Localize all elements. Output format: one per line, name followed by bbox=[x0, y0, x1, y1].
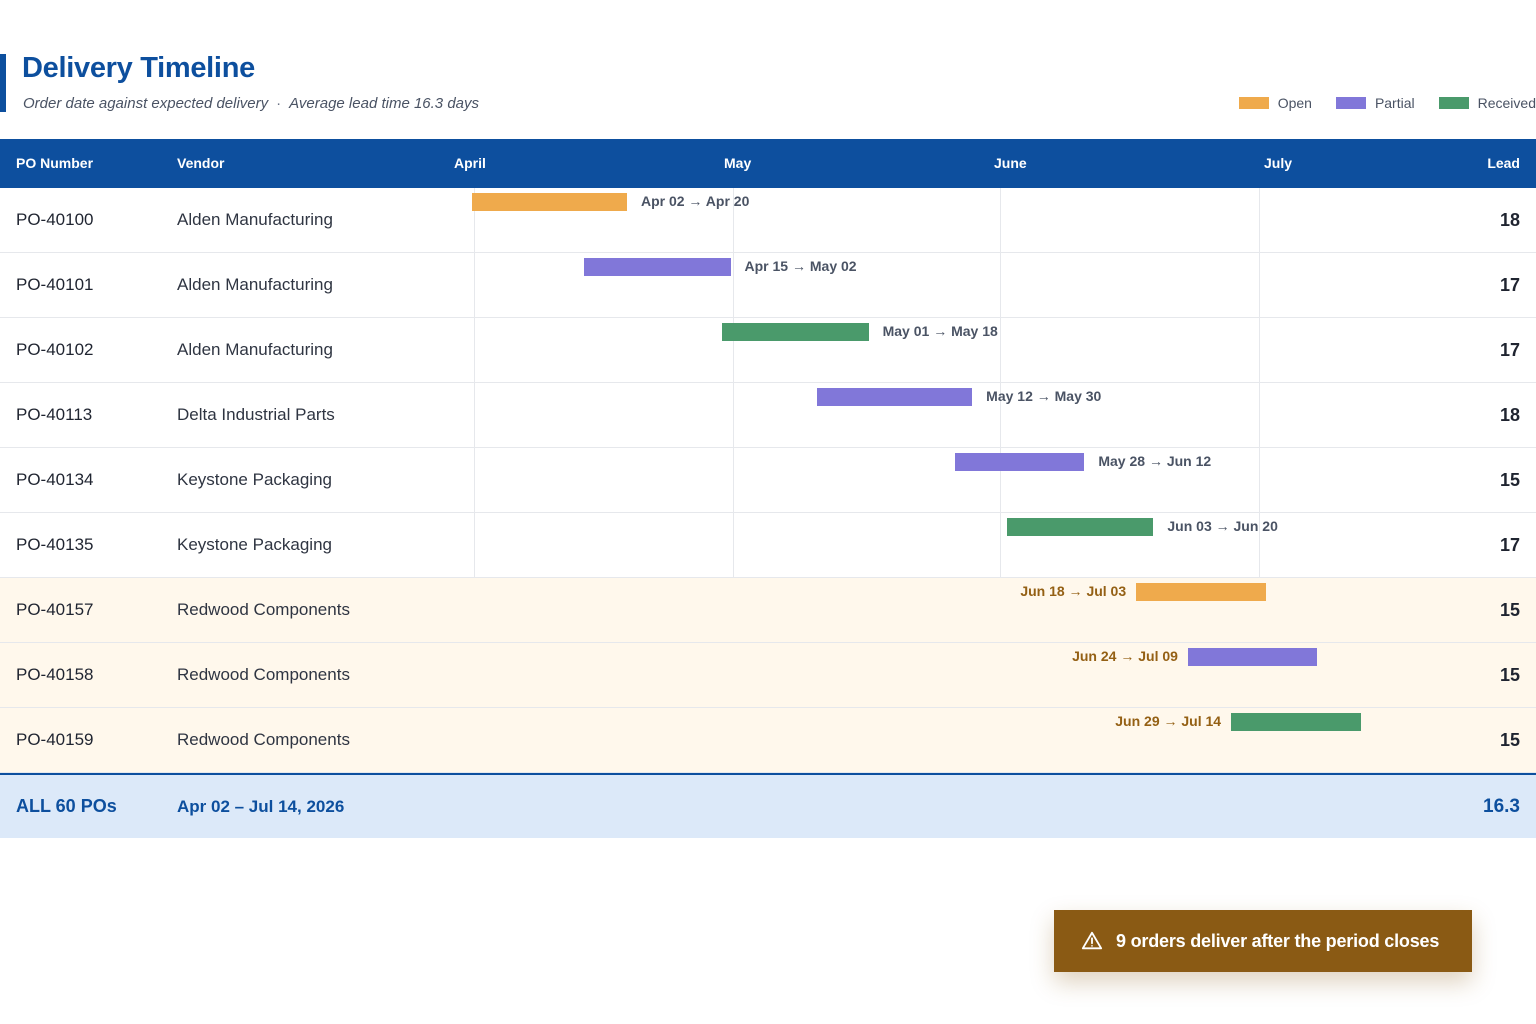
legend-item-received: Received bbox=[1438, 95, 1536, 111]
po-number: PO-40157 bbox=[16, 600, 94, 619]
legend-label: Open bbox=[1277, 95, 1312, 111]
lead-days: 17 bbox=[1499, 340, 1520, 360]
warning-icon bbox=[1081, 930, 1103, 952]
subtitle-average-lead: Average lead time 16.3 days bbox=[289, 95, 479, 112]
page-title: Delivery Timeline bbox=[22, 52, 255, 84]
bar-date-range: Apr 15 → May 02 bbox=[744, 258, 857, 274]
timeline-bar-open[interactable] bbox=[1136, 583, 1266, 601]
legend-item-open: Open bbox=[1238, 95, 1312, 111]
po-timeline-rows: PO-40100 Alden Manufacturing Apr 02 → Apr … bbox=[0, 188, 1536, 773]
subtitle-separator: · bbox=[276, 95, 282, 112]
column-header-month-june: June bbox=[994, 155, 1027, 171]
timeline-bar-received[interactable] bbox=[1231, 713, 1361, 731]
vendor-name: Redwood Components bbox=[177, 600, 350, 619]
timeline-bar-received[interactable] bbox=[1006, 518, 1154, 536]
table-row[interactable]: PO-40113 Delta Industrial Parts May 12 → M… bbox=[0, 383, 1536, 448]
bar-date-range: Jun 24 → Jul 09 bbox=[1072, 648, 1178, 664]
lead-days: 18 bbox=[1499, 210, 1520, 230]
legend-swatch-received bbox=[1438, 97, 1469, 109]
vendor-name: Alden Manufacturing bbox=[177, 210, 333, 229]
column-header-lead[interactable]: Lead bbox=[1487, 155, 1520, 171]
status-legend: Open Partial Received bbox=[1215, 95, 1536, 111]
table-header: PO Number Vendor Lead April May June July bbox=[0, 139, 1536, 188]
page-subtitle: Order date against expected delivery · Ave… bbox=[23, 95, 479, 112]
table-row[interactable]: PO-40157 Redwood Components Jun 18 → Jul 0… bbox=[0, 578, 1536, 643]
lead-days: 15 bbox=[1499, 600, 1520, 620]
lead-days: 15 bbox=[1499, 665, 1520, 685]
table-row[interactable]: PO-40158 Redwood Components Jun 24 → Jul 0… bbox=[0, 643, 1536, 708]
vendor-name: Alden Manufacturing bbox=[177, 340, 333, 359]
po-number: PO-40100 bbox=[16, 210, 94, 229]
bar-date-range: May 28 → Jun 12 bbox=[1098, 453, 1212, 469]
po-number: PO-40113 bbox=[16, 405, 93, 424]
po-number: PO-40135 bbox=[16, 535, 94, 554]
bar-date-range: May 01 → May 18 bbox=[882, 323, 998, 339]
gridline-july bbox=[1259, 188, 1260, 773]
bar-date-range: Apr 02 → Apr 20 bbox=[640, 193, 750, 209]
legend-swatch-partial bbox=[1335, 97, 1366, 109]
legend-label: Received bbox=[1477, 95, 1536, 111]
column-header-month-july: July bbox=[1264, 155, 1293, 171]
vendor-name: Redwood Components bbox=[177, 665, 350, 684]
lead-days: 15 bbox=[1499, 470, 1520, 490]
toast-message: 9 orders deliver after the period closes bbox=[1116, 930, 1440, 951]
total-row: ALL 60 POs Apr 02 – Jul 14, 2026 16.3 bbox=[0, 773, 1536, 838]
lead-days: 18 bbox=[1499, 405, 1520, 425]
table-row[interactable]: PO-40102 Alden Manufacturing May 01 → May … bbox=[0, 318, 1536, 383]
timeline-bar-received[interactable] bbox=[721, 323, 869, 341]
total-average-lead: 16.3 bbox=[1483, 796, 1520, 817]
vendor-name: Keystone Packaging bbox=[177, 535, 332, 554]
gridline-april bbox=[474, 188, 475, 773]
column-header-vendor[interactable]: Vendor bbox=[177, 155, 225, 171]
vendor-name: Delta Industrial Parts bbox=[177, 405, 335, 424]
bar-date-range: Jun 29 → Jul 14 bbox=[1115, 713, 1222, 729]
po-number: PO-40159 bbox=[16, 730, 94, 749]
timeline-bar-partial[interactable] bbox=[954, 453, 1085, 471]
column-header-po-number[interactable]: PO Number bbox=[16, 155, 94, 171]
lead-days: 17 bbox=[1499, 275, 1520, 295]
table-row[interactable]: PO-40100 Alden Manufacturing Apr 02 → Apr … bbox=[0, 188, 1536, 253]
lead-days: 15 bbox=[1499, 730, 1520, 750]
bar-date-range: May 12 → May 30 bbox=[986, 388, 1102, 404]
table-row[interactable]: PO-40135 Keystone Packaging Jun 03 → Jun 2… bbox=[0, 513, 1536, 578]
legend-swatch-open bbox=[1238, 97, 1269, 109]
bar-date-range: Jun 18 → Jul 03 bbox=[1020, 583, 1127, 599]
gridline-may bbox=[733, 188, 734, 773]
bar-date-range: Jun 03 → Jun 20 bbox=[1167, 518, 1278, 534]
column-header-month-april: April bbox=[454, 155, 486, 171]
gridline-june bbox=[1000, 188, 1001, 773]
lead-days: 17 bbox=[1499, 535, 1520, 555]
timeline-bar-partial[interactable] bbox=[583, 258, 731, 276]
legend-item-partial: Partial bbox=[1335, 95, 1415, 111]
late-delivery-toast[interactable]: 9 orders deliver after the period closes bbox=[1054, 910, 1472, 972]
po-number: PO-40134 bbox=[16, 470, 94, 489]
legend-label: Partial bbox=[1374, 95, 1415, 111]
timeline-bar-open[interactable] bbox=[471, 193, 627, 211]
vendor-name: Keystone Packaging bbox=[177, 470, 332, 489]
timeline-bar-partial[interactable] bbox=[816, 388, 973, 406]
column-header-month-may: May bbox=[724, 155, 752, 171]
table-row[interactable]: PO-40101 Alden Manufacturing Apr 15 → May … bbox=[0, 253, 1536, 318]
table-row[interactable]: PO-40159 Redwood Components Jun 29 → Jul 1… bbox=[0, 708, 1536, 773]
subtitle-text: Order date against expected delivery bbox=[23, 95, 269, 112]
po-number: PO-40101 bbox=[16, 275, 94, 294]
title-accent-bar bbox=[0, 54, 6, 112]
vendor-name: Redwood Components bbox=[177, 730, 350, 749]
timeline-bar-partial[interactable] bbox=[1187, 648, 1318, 666]
vendor-name: Alden Manufacturing bbox=[177, 275, 333, 294]
po-number: PO-40158 bbox=[16, 665, 94, 684]
total-date-range: Apr 02 – Jul 14, 2026 bbox=[177, 797, 345, 816]
po-number: PO-40102 bbox=[16, 340, 94, 359]
total-label: ALL 60 POs bbox=[16, 796, 117, 816]
table-row[interactable]: PO-40134 Keystone Packaging May 28 → Jun 1… bbox=[0, 448, 1536, 513]
